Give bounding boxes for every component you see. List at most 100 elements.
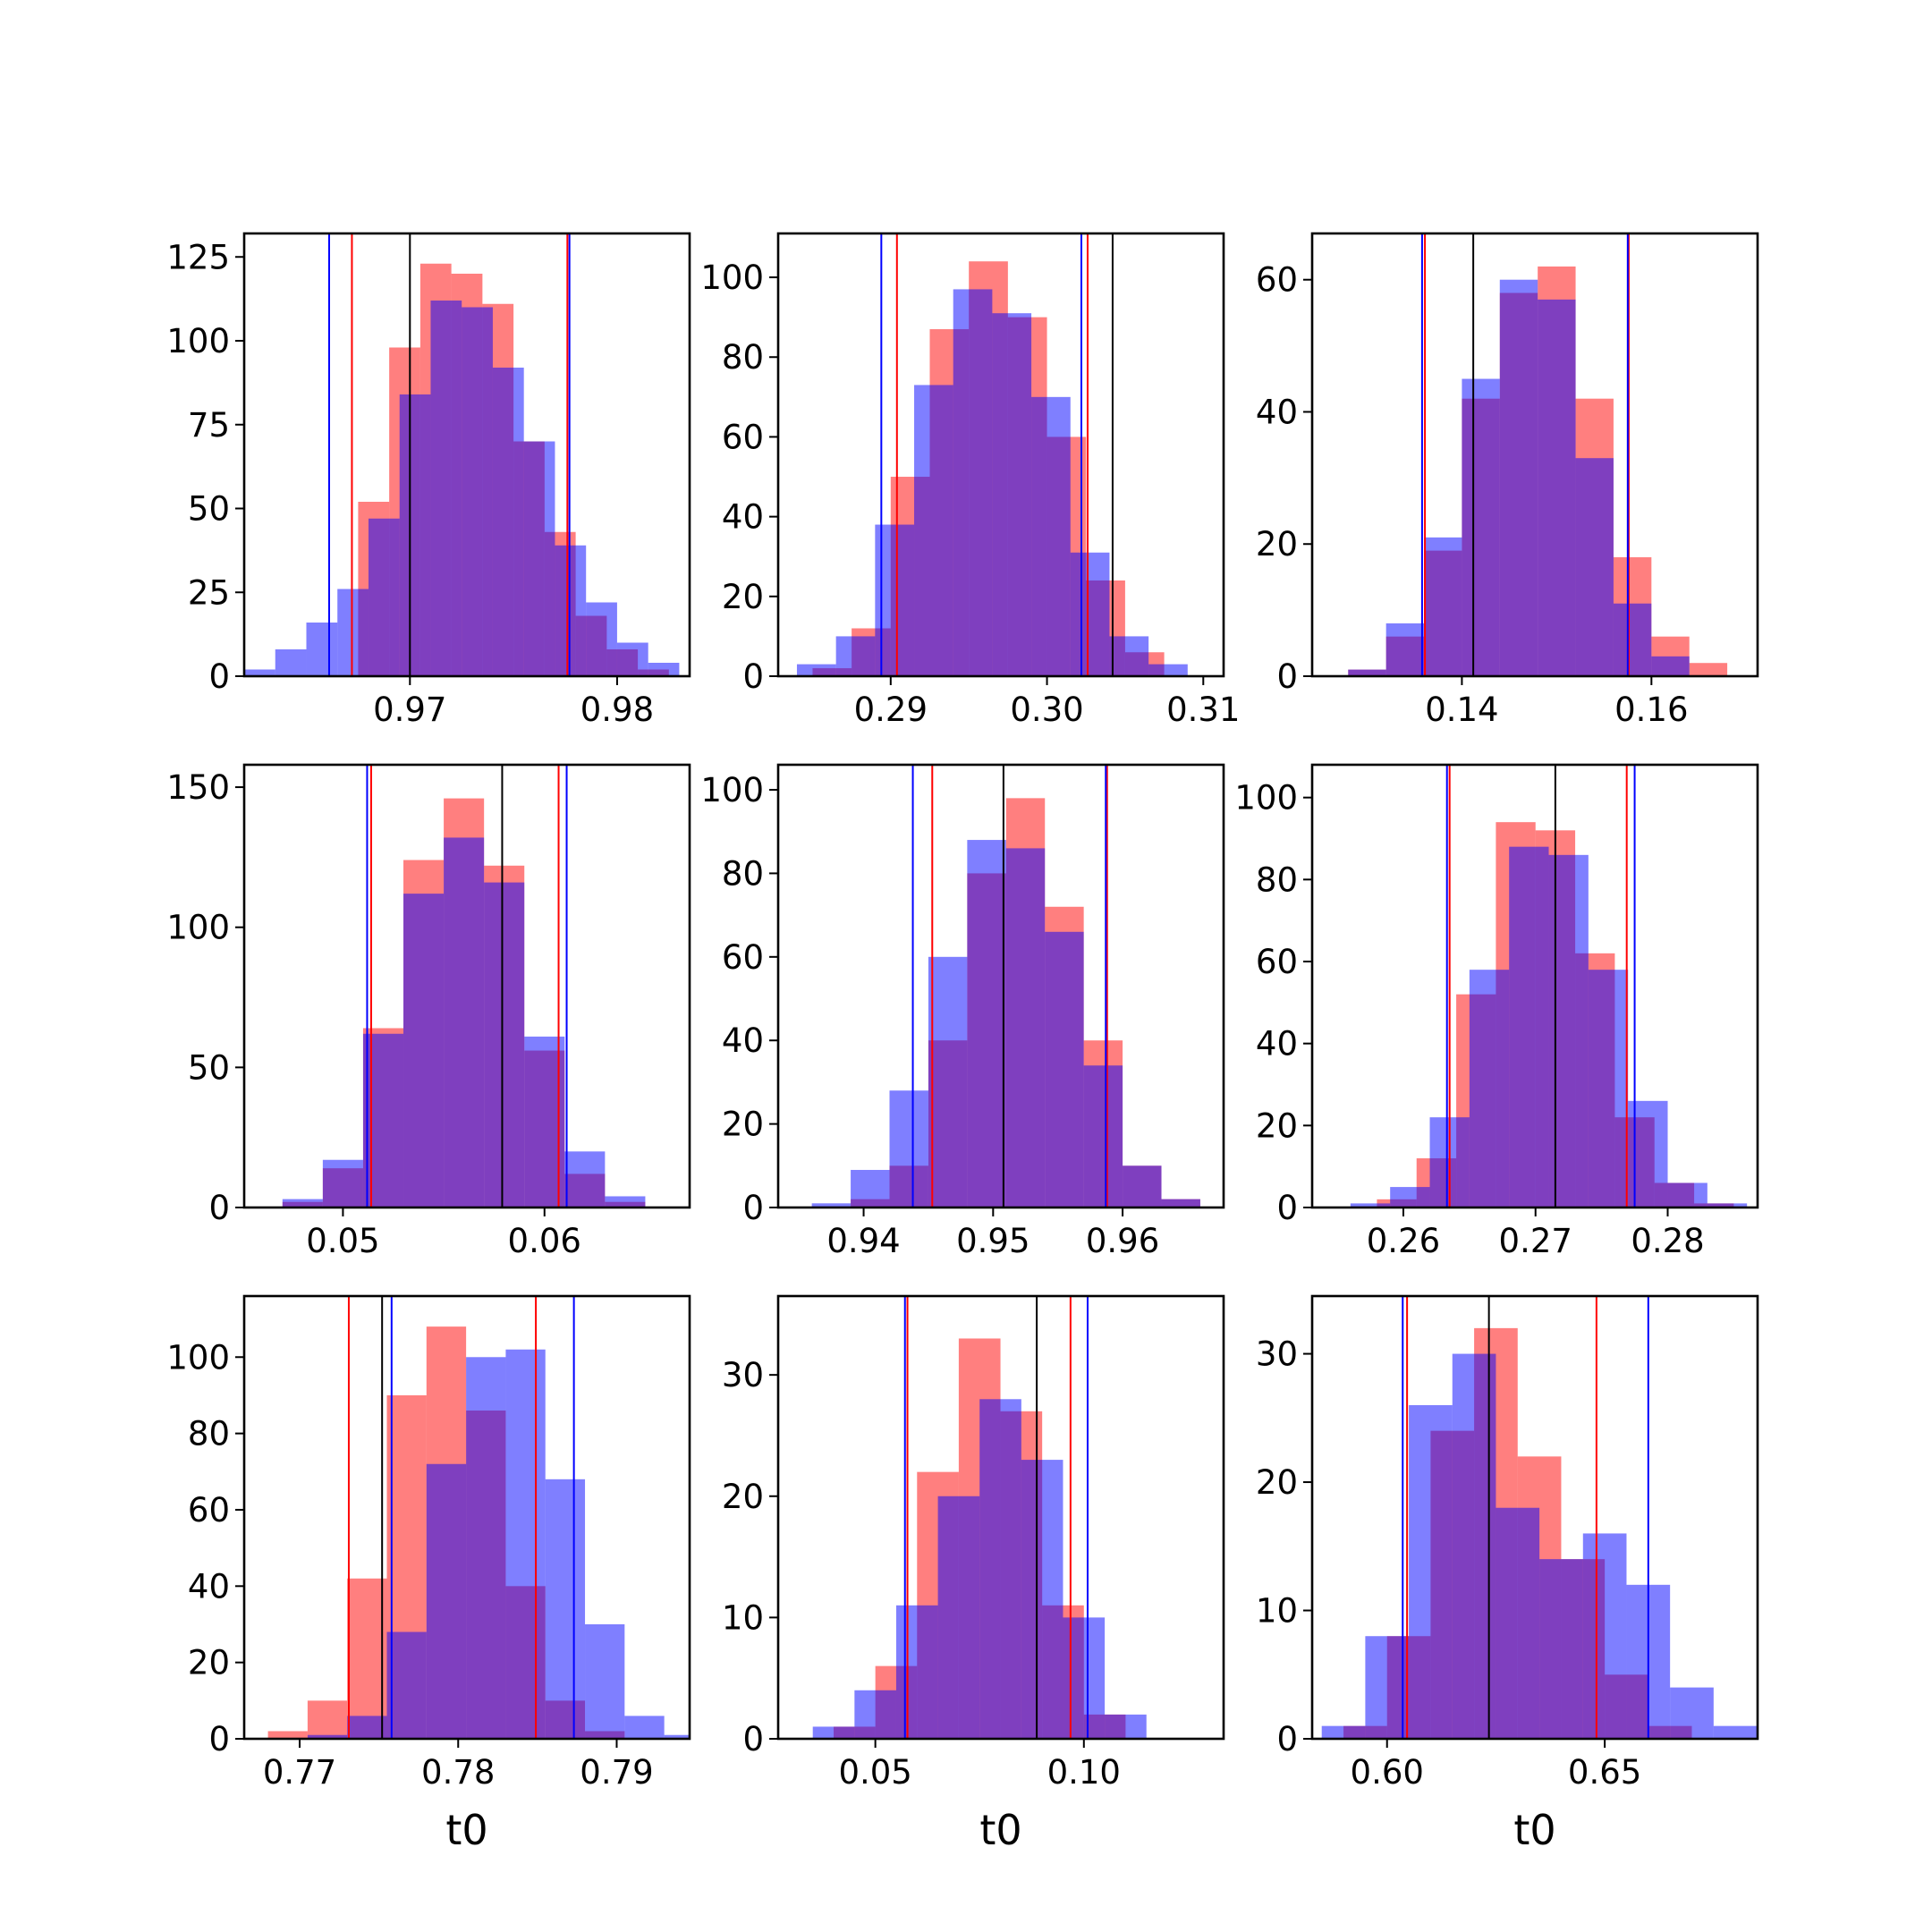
y-tick-label: 20	[1256, 525, 1298, 564]
x-tick-label: 0.05	[306, 1222, 379, 1260]
y-tick-label: 150	[166, 768, 230, 807]
plot-area	[244, 233, 680, 676]
blue-histogram-bar	[322, 1159, 363, 1208]
y-tick-label: 25	[188, 573, 230, 612]
y-tick-label: 60	[188, 1491, 230, 1530]
y-tick-label: 0	[742, 1720, 764, 1758]
blue-histogram-bar	[854, 1690, 896, 1739]
blue-histogram-bar	[484, 882, 525, 1208]
blue-histogram-bar	[1588, 970, 1629, 1208]
y-tick-label: 40	[188, 1567, 230, 1606]
blue-histogram-bar	[811, 1203, 852, 1208]
subplot-8: 0.05 0.10 0 10 20 30 t0	[722, 1294, 1225, 1854]
y-tick-label: 0	[742, 1189, 764, 1227]
blue-histogram-bar	[979, 1399, 1021, 1739]
y-tick-label: 0	[1276, 657, 1298, 696]
blue-histogram-bar	[895, 1605, 938, 1739]
y-tick-label: 30	[722, 1356, 764, 1394]
y-tick-label: 30	[1256, 1335, 1298, 1374]
red-histogram-bar	[1689, 663, 1728, 676]
blue-histogram-bar	[586, 602, 617, 676]
blue-histogram-bar	[1707, 1203, 1748, 1208]
y-tick-label: 80	[722, 338, 764, 377]
plot-area	[812, 1296, 1147, 1739]
y-tick-label: 20	[722, 1478, 764, 1516]
y-tick-label: 40	[1256, 1025, 1298, 1063]
x-tick-label: 0.97	[373, 691, 446, 729]
blue-histogram-bar	[492, 368, 524, 676]
blue-histogram-bar	[1499, 279, 1538, 676]
blue-histogram-bar	[1123, 1165, 1162, 1208]
y-tick-label: 100	[166, 1338, 230, 1377]
subplot-5: 0.94 0.95 0.96 0 20 40 60 80 100	[700, 763, 1225, 1260]
blue-histogram-bar	[1021, 1460, 1063, 1739]
blue-histogram-bar	[403, 894, 445, 1208]
blue-histogram-bar	[505, 1349, 546, 1739]
y-tick-label: 20	[1256, 1106, 1298, 1145]
blue-histogram-bar	[1424, 537, 1462, 676]
axes-frame	[1310, 232, 1759, 678]
x-axis-label: t0	[445, 1806, 487, 1854]
blue-histogram-bar	[812, 1726, 855, 1739]
blue-histogram-bar	[851, 1169, 890, 1208]
blue-histogram-bar	[1350, 1203, 1391, 1208]
y-tick-label: 100	[700, 771, 764, 809]
blue-histogram-bar	[430, 301, 462, 676]
plot-area	[1350, 765, 1748, 1208]
blue-histogram-bar	[1496, 1507, 1540, 1739]
y-tick-label: 20	[722, 578, 764, 616]
plot-area	[796, 233, 1188, 676]
x-tick-label: 0.94	[826, 1222, 900, 1260]
red-histogram-bar	[267, 1731, 308, 1739]
blue-histogram-bar	[1083, 1065, 1123, 1208]
axes-frame	[242, 763, 691, 1209]
blue-histogram-bar	[1582, 1533, 1627, 1739]
red-histogram-bar	[347, 1578, 387, 1739]
blue-histogram-bar	[282, 1199, 323, 1208]
y-tick-label: 0	[208, 1720, 230, 1758]
blue-histogram-bar	[992, 313, 1032, 676]
blue-histogram-bar	[444, 837, 485, 1208]
plot-area	[267, 1296, 690, 1739]
x-tick-label: 0.05	[838, 1753, 911, 1792]
x-tick-label: 0.96	[1086, 1222, 1159, 1260]
y-tick-label: 0	[742, 657, 764, 696]
y-tick-label: 80	[188, 1415, 230, 1453]
plot-area	[811, 765, 1200, 1208]
blue-histogram-bar	[1509, 846, 1549, 1208]
y-tick-label: 40	[722, 498, 764, 537]
blue-histogram-bar	[347, 1716, 387, 1739]
x-tick-label: 0.77	[263, 1753, 336, 1792]
blue-histogram-bar	[928, 956, 968, 1208]
blue-histogram-bar	[889, 1090, 928, 1208]
subplot-6: 0.26 0.27 0.28 0 20 40 60 80 100	[1234, 763, 1759, 1260]
blue-histogram-bar	[1409, 1404, 1453, 1739]
y-tick-label: 50	[188, 1048, 230, 1087]
subplot-3: 0.14 0.16 0 20 40 60	[1256, 232, 1759, 729]
blue-histogram-bar	[523, 441, 555, 676]
blue-histogram-bar	[1539, 1559, 1583, 1739]
axes-frame	[242, 1294, 691, 1741]
blue-histogram-bar	[386, 1631, 427, 1739]
y-tick-label: 75	[188, 406, 230, 445]
y-tick-label: 0	[208, 1189, 230, 1227]
blue-histogram-bar	[967, 840, 1006, 1208]
blue-histogram-bar	[624, 1716, 665, 1739]
x-tick-label: 0.06	[508, 1222, 581, 1260]
blue-histogram-bar	[835, 636, 876, 676]
x-tick-label: 0.30	[1010, 691, 1083, 729]
y-tick-label: 50	[188, 490, 230, 529]
y-tick-label: 10	[1256, 1592, 1298, 1631]
blue-histogram-bar	[1348, 669, 1386, 676]
y-tick-label: 60	[722, 938, 764, 977]
subplot-9: 0.60 0.65 0 10 20 30 t0	[1256, 1294, 1759, 1854]
axes-frame	[776, 232, 1225, 678]
axes-frame	[1310, 1294, 1759, 1741]
y-tick-label: 20	[188, 1644, 230, 1682]
x-tick-label: 0.98	[580, 691, 654, 729]
plot-area	[1348, 233, 1728, 676]
blue-histogram-bar	[1365, 1636, 1410, 1739]
subplot-7: 0.77 0.78 0.79 0 20 40 60 80 100 t0	[166, 1294, 691, 1854]
x-tick-label: 0.16	[1614, 691, 1688, 729]
blue-histogram-bar	[1109, 636, 1149, 676]
